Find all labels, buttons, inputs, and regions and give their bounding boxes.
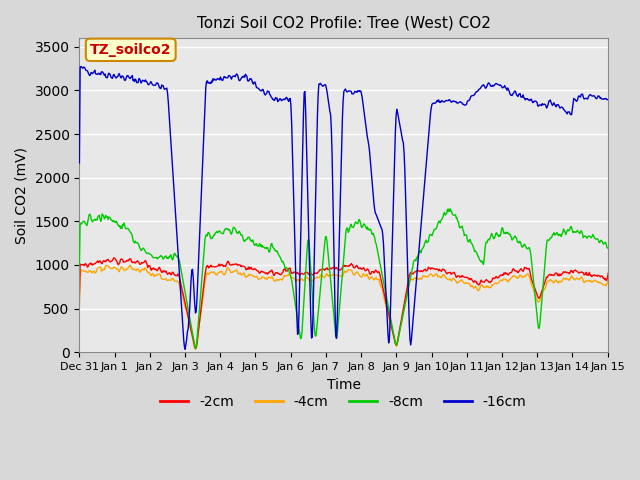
Y-axis label: Soil CO2 (mV): Soil CO2 (mV) bbox=[15, 147, 29, 244]
Text: TZ_soilco2: TZ_soilco2 bbox=[90, 43, 172, 57]
Legend: -2cm, -4cm, -8cm, -16cm: -2cm, -4cm, -8cm, -16cm bbox=[155, 389, 532, 414]
X-axis label: Time: Time bbox=[326, 377, 360, 392]
Title: Tonzi Soil CO2 Profile: Tree (West) CO2: Tonzi Soil CO2 Profile: Tree (West) CO2 bbox=[196, 15, 490, 30]
